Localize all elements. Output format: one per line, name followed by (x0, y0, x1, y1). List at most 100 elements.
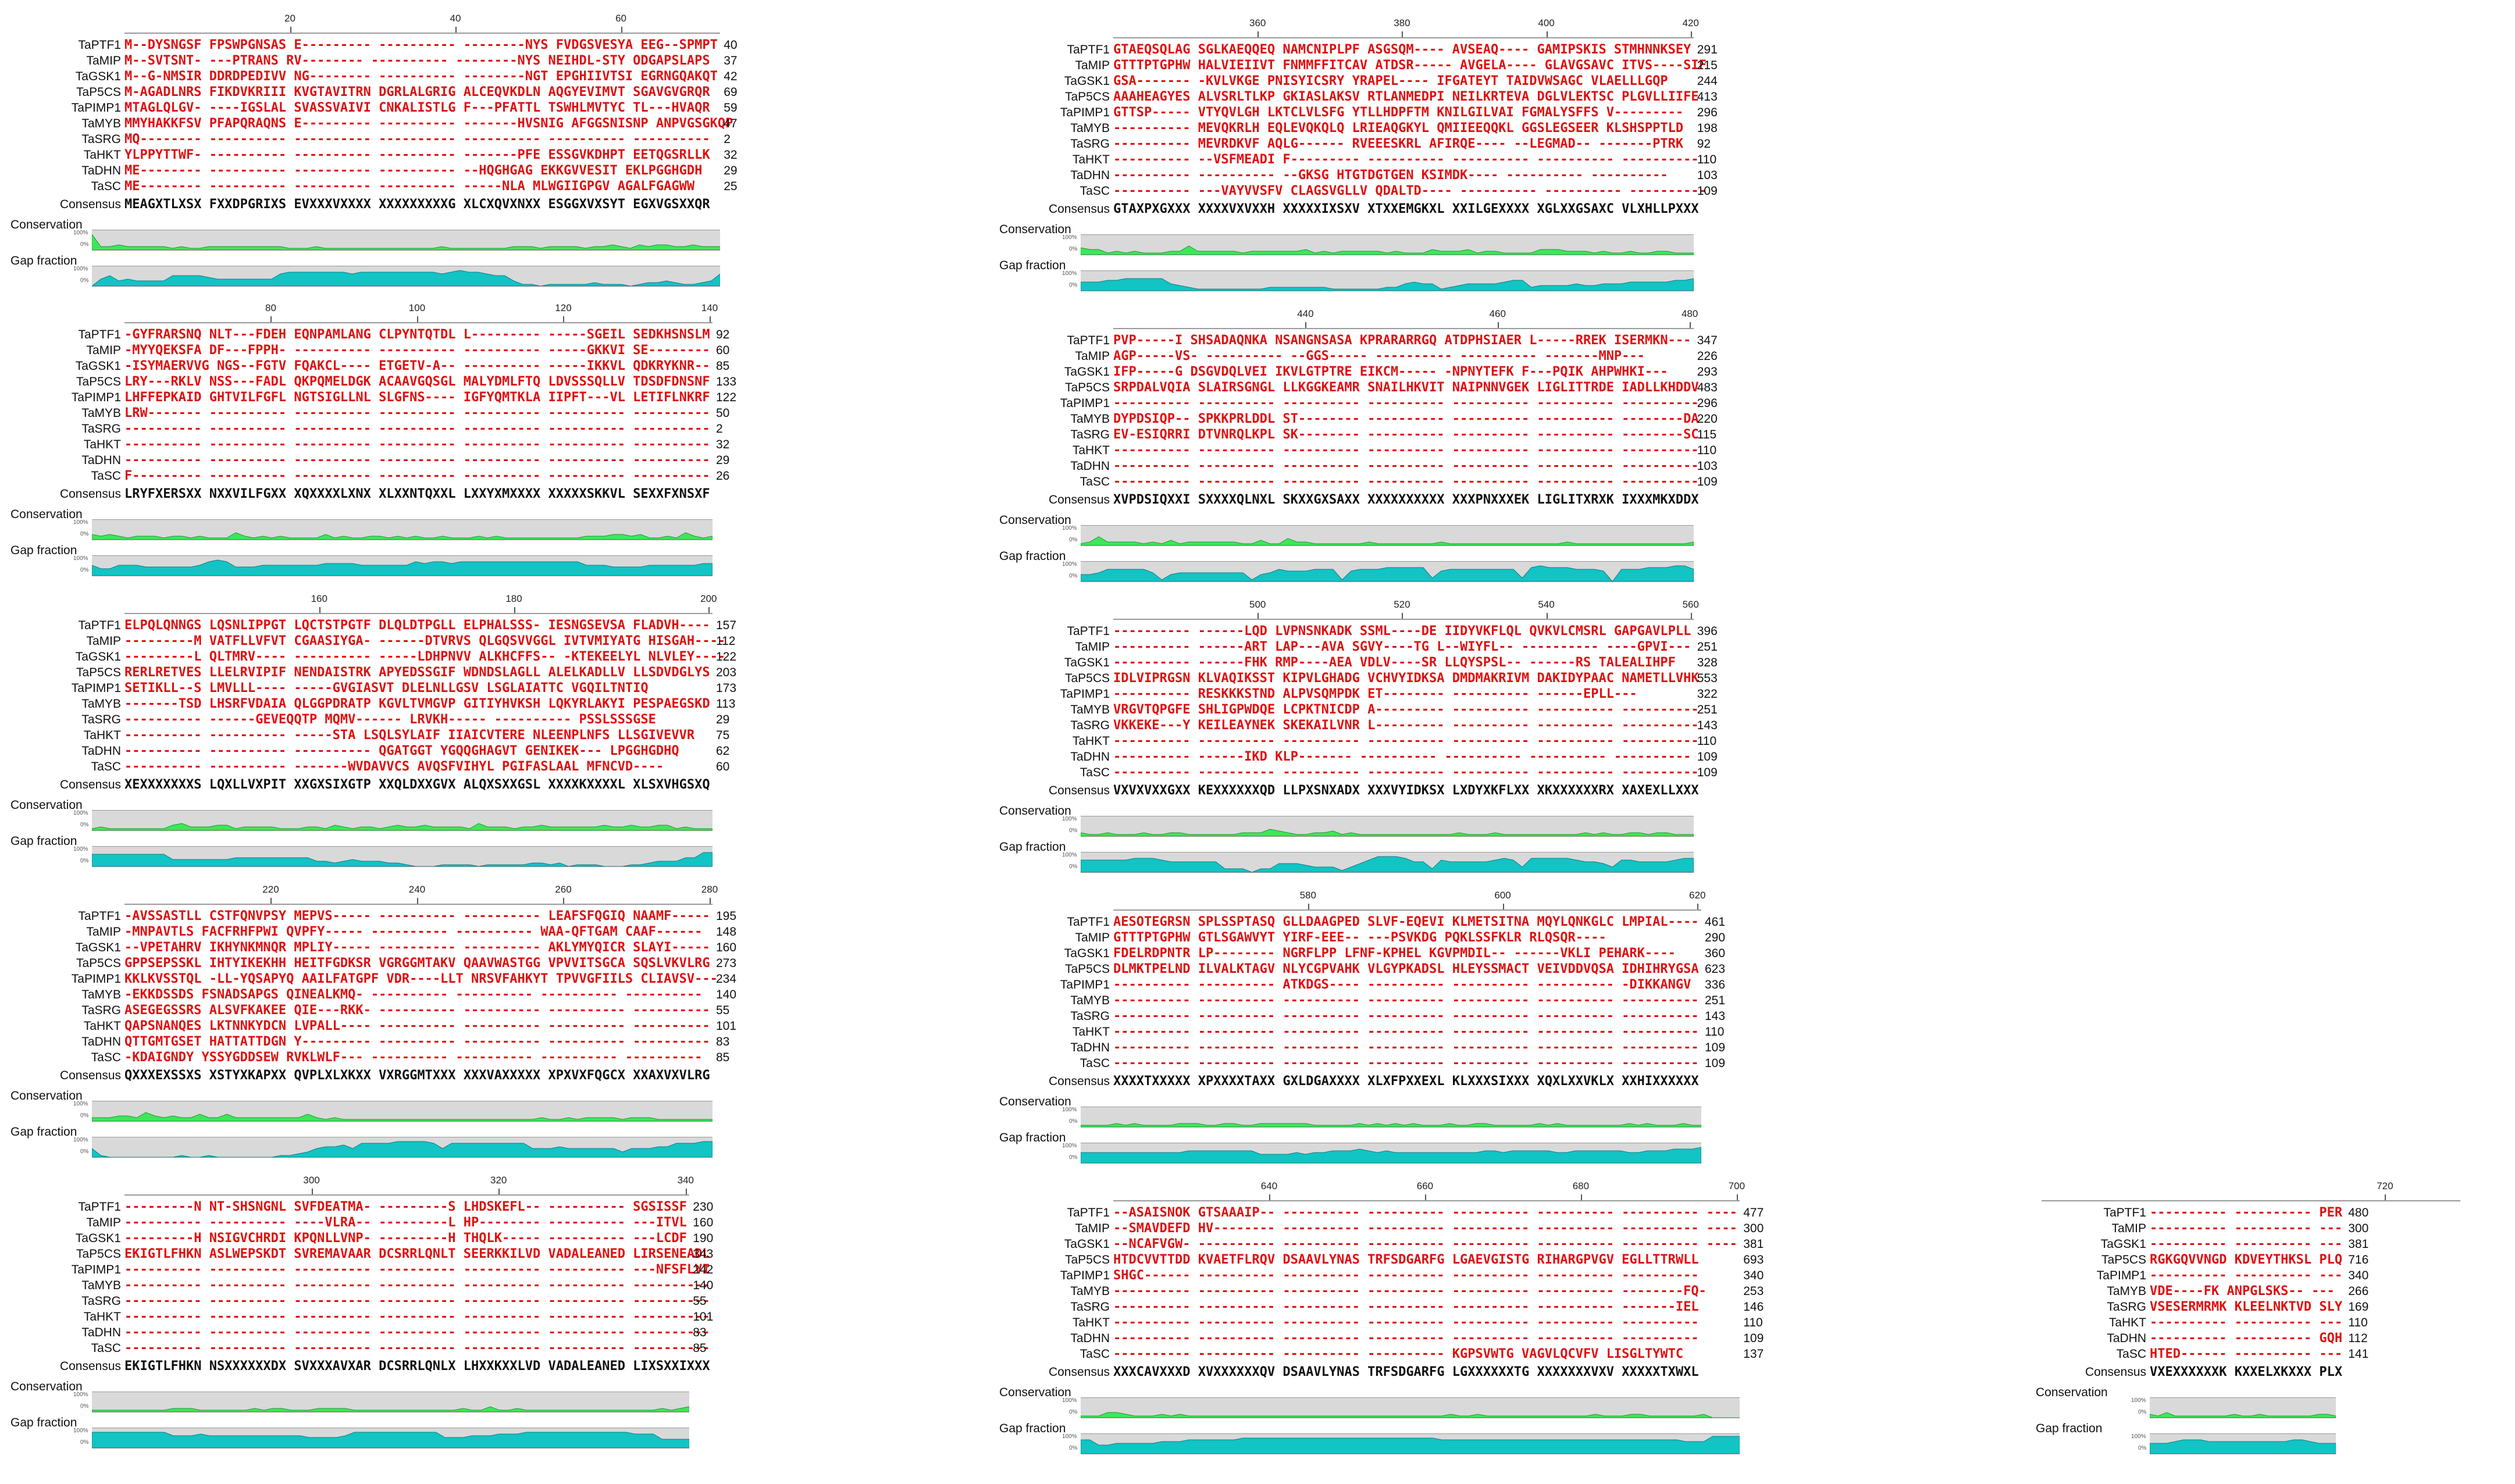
sequence-row: TaSC -KDAIGNDY YSSYGDDSEW RVKLWLF--- ----… (10, 1050, 964, 1065)
residue-count: 195 (716, 909, 737, 923)
sequence-row: TaSC ---------- ---------- ---------- ---… (999, 474, 1988, 490)
ruler-tick (708, 607, 710, 613)
sequence-row: TaP5CS RGKGQVVNGD KDVEYTHKSL PLQ 716 (2036, 1252, 2466, 1268)
sequence-row: TaMYB -EKKDSSDS FSNADSAPGS QINEALKMQ- ---… (10, 987, 964, 1003)
sequence-name: TaGSK1 (1064, 1237, 1110, 1251)
residue-count: 29 (716, 454, 730, 467)
sequence-name: TaPIMP1 (71, 391, 121, 404)
consensus-row: Consensus EKIGTLFHKN NSXXXXXXDX SVXXXAVXA… (10, 1358, 964, 1374)
sequence-row: TaPIMP1 ---------- ---------- ---------- … (10, 1262, 964, 1278)
ruler-tick (1546, 31, 1548, 37)
sequence-name: TaMYB (1070, 1285, 1110, 1298)
conservation-track-area (1081, 829, 1694, 836)
ruler-tick-label: 520 (1394, 599, 1410, 610)
sequence-name: TaSC (1080, 1057, 1110, 1070)
sequence-name: TaDHN (81, 164, 121, 177)
sequence-row: TaMIP ---------M VATFLLVFVT CGAASIYGA- --… (10, 633, 964, 649)
ruler-tick (1258, 613, 1259, 619)
residue-count: 25 (724, 180, 738, 193)
sequence-row: TaMIP -MNPAVTLS FACFRHFPWI QVPFY----- ---… (10, 924, 964, 940)
residue-string: ---------- ---------- ATKDGS---- -------… (1113, 978, 1691, 992)
sequence-name: TaP5CS (1064, 672, 1110, 685)
residue-count: 148 (716, 925, 737, 939)
conservation-track-label: Conservation (10, 218, 83, 231)
residue-count: 347 (1697, 334, 1718, 347)
sequence-row: TaMYB DYPDSIQP-- SPKKPRLDDL ST-------- --… (999, 411, 1988, 427)
sequence-row: TaDHN QTTGMTGSET HATTATTDGN Y--------- --… (10, 1034, 964, 1050)
gap-fraction-track (92, 555, 713, 576)
sequence-row: TaDHN ME-------- ---------- ---------- --… (10, 163, 964, 179)
sequence-name: TaSRG (81, 1294, 121, 1308)
sequence-name: TaHKT (1072, 734, 1110, 748)
conservation-track-area (92, 1112, 713, 1121)
residue-count: 29 (724, 164, 738, 177)
gap-fraction-track (1081, 270, 1694, 291)
residue-string: ---------- ---------- --- (2150, 1315, 2343, 1330)
ruler-tick (2385, 1194, 2386, 1200)
residue-string: -GYFRARSNQ NLT---FDEH EQNPAMLANG CLPYNTQ… (124, 327, 710, 342)
residue-count: 112 (2348, 1332, 2368, 1345)
sequence-row: TaHKT ---------- ---------- ---------- --… (999, 733, 1988, 749)
alignment-block: 20 40 60 TaPTF1 M--DYSNGSF FPSWPGNSAS E-----… (10, 13, 964, 287)
gap-fraction-track-plot (1081, 278, 1694, 291)
sequence-row: TaSRG VKKEKE---Y KEILEAYNEK SKEKAILVNR L-… (999, 718, 1988, 733)
consensus-row: Consensus VXEXXXXXXK KXXELXKXXX PLX (2036, 1364, 2466, 1380)
sequence-name: TaHKT (2108, 1316, 2146, 1329)
sequence-row: TaGSK1 ---------L QLTMRV---- ---------- -… (10, 649, 964, 665)
sequence-name: TaMYB (81, 988, 121, 1001)
conservation-track-label: Conservation (10, 1380, 83, 1393)
residue-count: 32 (716, 438, 730, 451)
gap-fraction-track-label: Gap fraction (2036, 1422, 2103, 1435)
sequence-row: TaDHN ---------- ---------- ---------- --… (999, 458, 1988, 474)
residue-count: 110 (1705, 1025, 1725, 1039)
ruler-tick (1502, 904, 1504, 909)
consensus-sequence: GTAXPXGXXX XXXXVXVXXH XXXXXIXSXV XTXXEMG… (1113, 202, 1699, 216)
sequence-name: TaP5CS (1064, 1253, 1110, 1267)
sequence-name: TaPIMP1 (71, 682, 121, 695)
ruler-tick-label: 80 (265, 302, 276, 313)
sequence-name: TaGSK1 (75, 1232, 121, 1245)
residue-string: --VPETAHRV IKHYNKMNQR MPLIY----- -------… (124, 940, 710, 955)
sequence-name: TaMYB (1070, 703, 1110, 716)
percent-min-label: 0% (80, 241, 89, 248)
gap-fraction-track-area (92, 270, 721, 286)
gap-fraction-track-label: Gap fraction (999, 259, 1066, 272)
conservation-track-label: Conservation (999, 804, 1071, 818)
position-ruler: 20 40 60 (124, 13, 721, 34)
gap-fraction-track-label: Gap fraction (10, 1125, 77, 1139)
position-ruler: 300 320 340 (124, 1175, 694, 1196)
conservation-track (92, 230, 721, 251)
residue-count: 110 (1743, 1316, 1763, 1329)
sequence-row: TaDHN ---------- ---------- ---------- QG… (10, 743, 964, 759)
residue-string: ---------- ---------- -----STA LSQLSYLAI… (124, 728, 695, 743)
sequence-row: TaPTF1 M--DYSNGSF FPSWPGNSAS E--------- -… (10, 37, 964, 53)
ruler-tick-label: 620 (1689, 890, 1706, 901)
residue-string: AGP-----VS- ---------- --GGS----- ------… (1113, 349, 1645, 363)
residue-count: 242 (693, 1263, 714, 1276)
conservation-track-label: Conservation (10, 1089, 83, 1103)
residue-count: 110 (2348, 1316, 2368, 1329)
residue-count: 103 (1697, 459, 1718, 473)
residue-count: 101 (716, 1019, 737, 1033)
percent-min-label: 0% (80, 1403, 89, 1410)
residue-string: ---------- ---VAYVVSFV CLAGSVGLLV QDALTD… (1113, 184, 1707, 198)
residue-count: 101 (693, 1310, 714, 1324)
sequence-name: TaHKT (83, 148, 121, 162)
conservation-track-label: Conservation (10, 508, 83, 521)
residue-string: ---------- ---------- ---------- -------… (1113, 443, 1699, 458)
sequence-row: TaPIMP1 SHGC------ ---------- ---------- … (999, 1268, 1988, 1283)
conservation-track-plot (1081, 536, 1694, 545)
residue-count: 122 (716, 650, 737, 663)
sequence-row: TaHKT QAPSNANQES LKTNNKYDCN LVPALL---- --… (10, 1018, 964, 1034)
residue-string: --NCAFVGW- ---------- ---------- -------… (1113, 1237, 1737, 1251)
percent-max-label: 100% (73, 846, 88, 852)
sequence-name: TaSC (2116, 1347, 2146, 1361)
sequence-row: TaDHN ---------- ---------- ---------- --… (999, 1330, 1988, 1346)
gap-fraction-track-label: Gap fraction (999, 550, 1066, 563)
residue-string: ---------- ---------- --- (2150, 1221, 2343, 1236)
ruler-tick (416, 316, 418, 322)
alignment-block: 220 240 260 280 TaPTF1 -AVSSASTLL CSTFQNVPSY … (10, 884, 964, 1158)
sequence-name: TaGSK1 (1064, 74, 1110, 88)
sequence-row: TaGSK1 M--G-NMSIR DDRDPEDIVV NG-------- -… (10, 69, 964, 84)
sequence-name: TaPIMP1 (1060, 397, 1110, 410)
